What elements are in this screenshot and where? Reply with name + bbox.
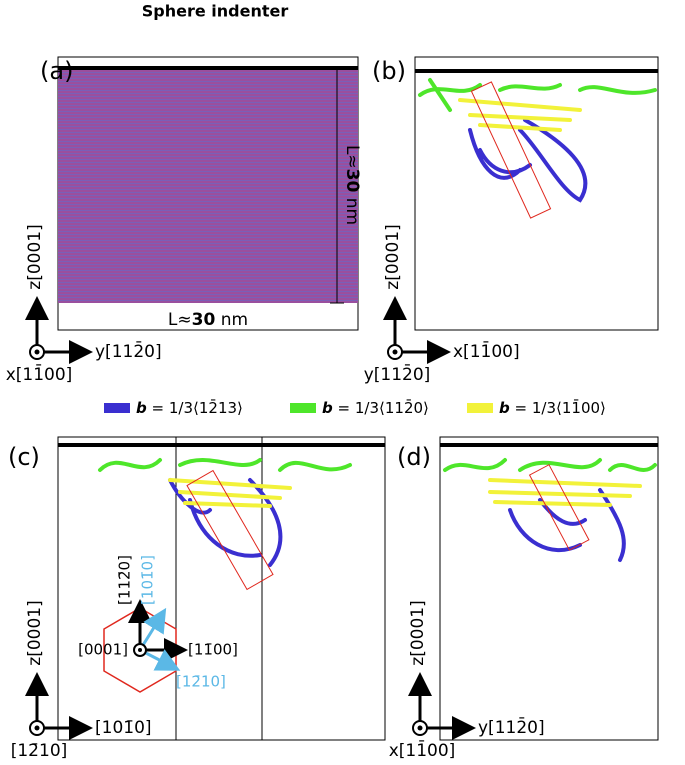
crystal bbox=[58, 68, 358, 303]
inset-label: [101̄0] bbox=[139, 555, 157, 605]
legend-swatch bbox=[290, 403, 316, 413]
inset-label: [11̄00] bbox=[188, 641, 238, 659]
axis-label: [12̄10] bbox=[11, 741, 68, 761]
indenter-label: Sphere indenter bbox=[142, 2, 289, 21]
inset-label: [0001] bbox=[78, 641, 128, 659]
axis-label: z[0001] bbox=[25, 600, 45, 665]
slip-box bbox=[528, 464, 590, 551]
axis-label: [101̄0] bbox=[95, 718, 152, 738]
inset-label: [12̄10] bbox=[176, 673, 226, 691]
axis-origin bbox=[138, 648, 142, 652]
dislocations bbox=[418, 78, 657, 203]
panel-box bbox=[439, 436, 659, 741]
panel-label: (c) bbox=[8, 443, 40, 471]
panel-label: (d) bbox=[397, 443, 431, 471]
panel-box bbox=[414, 56, 659, 331]
hexagon bbox=[103, 607, 177, 693]
dimension-label: L≈30 nm bbox=[342, 145, 362, 225]
legend-swatch bbox=[104, 403, 130, 413]
dislocations bbox=[98, 458, 352, 567]
inset-arrow bbox=[138, 607, 167, 651]
axis-label: y[112̄0] bbox=[364, 363, 431, 385]
axis-label: z[0001] bbox=[25, 224, 45, 289]
legend-label: b = 1/3⟨11̄00⟩ bbox=[499, 398, 606, 417]
slip-box bbox=[470, 81, 552, 219]
axis-origin bbox=[34, 725, 40, 731]
axis-origin bbox=[417, 725, 423, 731]
legend-label: b = 1/3⟨12̄13⟩ bbox=[136, 398, 243, 417]
panel-box bbox=[57, 436, 386, 741]
axis-origin bbox=[392, 349, 398, 355]
axis-label: x[11̄00] bbox=[453, 340, 520, 362]
legend-label: b = 1/3⟨112̄0⟩ bbox=[322, 398, 429, 417]
axis-label: x[11̄00] bbox=[389, 739, 456, 761]
dimension-label: L≈30 nm bbox=[168, 310, 248, 330]
slip-box bbox=[186, 469, 274, 591]
axis-label: z[0001] bbox=[383, 224, 403, 289]
panel-label: (a) bbox=[40, 57, 73, 85]
axis-label: z[0001] bbox=[408, 600, 428, 665]
dislocations bbox=[443, 458, 657, 562]
axis-label: y[112̄0] bbox=[478, 716, 545, 738]
panel-label: (b) bbox=[372, 57, 406, 85]
axis-label: y[112̄0] bbox=[95, 340, 162, 362]
inset-label: [112̄0] bbox=[116, 555, 134, 605]
legend-swatch bbox=[467, 403, 493, 413]
axis-label: x[11̄00] bbox=[6, 363, 73, 385]
axis-origin bbox=[34, 349, 40, 355]
